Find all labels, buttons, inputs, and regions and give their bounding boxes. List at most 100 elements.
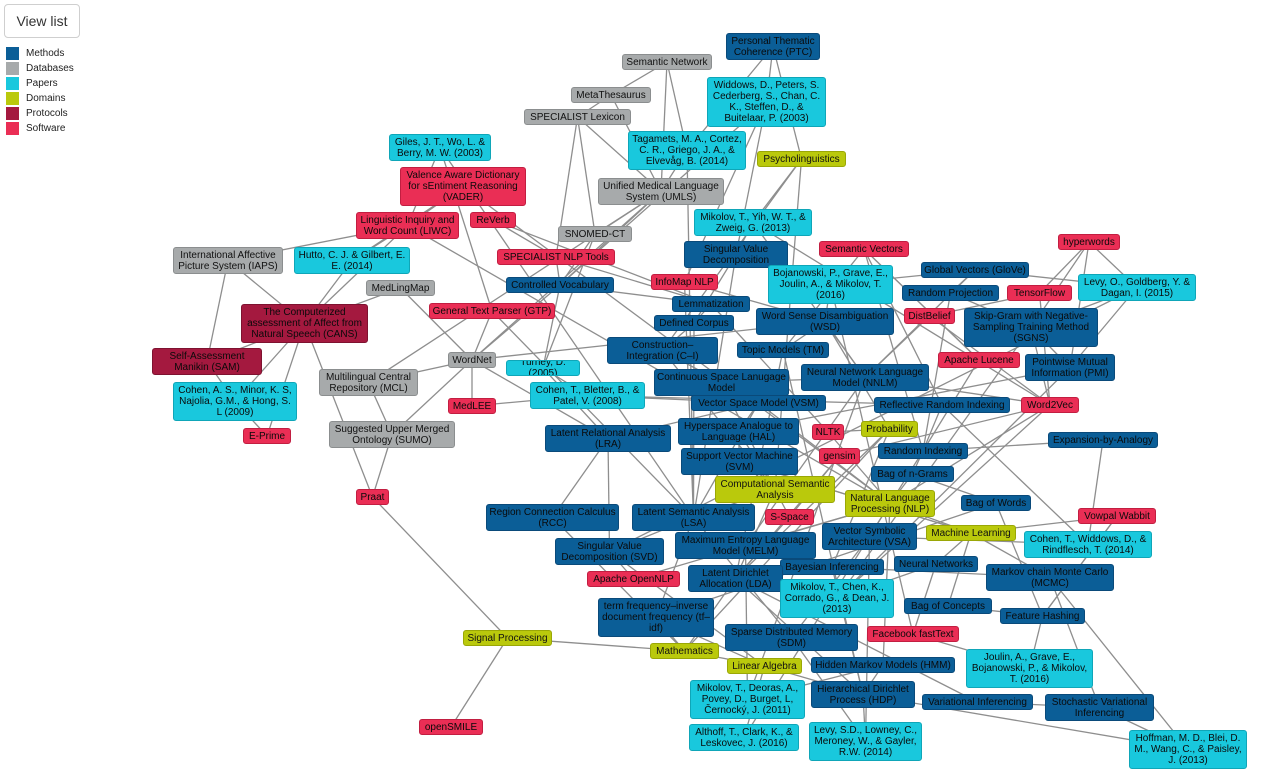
node-mikolov_yih[interactable]: Mikolov, T., Yih, W. T., & Zweig, G. (20… — [694, 209, 812, 236]
node-nnlm[interactable]: Neural Network Language Model (NNLM) — [801, 364, 929, 391]
node-lemma[interactable]: Lemmatization — [672, 296, 750, 312]
node-linalg[interactable]: Linear Algebra — [727, 658, 802, 674]
node-mcl[interactable]: Multilingual Central Repository (MCL) — [319, 369, 418, 396]
node-cslm[interactable]: Continuous Space Lanugage Model — [654, 369, 789, 396]
node-cohen_t2008[interactable]: Cohen, T., Bletter, B., & Patel, V. (200… — [530, 382, 645, 409]
node-nltk[interactable]: NLTK — [812, 424, 844, 440]
node-vowpal[interactable]: Vowpal Wabbit — [1078, 508, 1156, 524]
node-svdtop[interactable]: Singular Value Decomposition — [684, 241, 788, 268]
node-praat[interactable]: Praat — [356, 489, 389, 505]
node-snomed[interactable]: SNOMED-CT — [558, 226, 632, 242]
node-hoffman[interactable]: Hoffman, M. D., Blei, D. M., Wang, C., &… — [1129, 730, 1247, 769]
node-giles[interactable]: Giles, J. T., Wo, L. & Berry, M. W. (200… — [389, 134, 491, 161]
node-randidx[interactable]: Random Indexing — [878, 443, 968, 459]
node-bagconcepts[interactable]: Bag of Concepts — [904, 598, 992, 614]
node-glove[interactable]: Global Vectors (GloVe) — [921, 262, 1029, 278]
node-gensim[interactable]: gensim — [819, 448, 860, 464]
node-sumo[interactable]: Suggested Upper Merged Ontology (SUMO) — [329, 421, 455, 448]
node-turney[interactable]: Turney, D. (2005) — [506, 360, 580, 376]
node-distbelief[interactable]: DistBelief — [904, 308, 955, 324]
node-mathematics[interactable]: Mathematics — [650, 643, 719, 659]
node-ptc[interactable]: Personal Thematic Coherence (PTC) — [726, 33, 820, 60]
node-semvec[interactable]: Semantic Vectors — [819, 241, 909, 257]
node-randproj[interactable]: Random Projection — [902, 285, 999, 301]
node-medlee[interactable]: MedLEE — [448, 398, 496, 414]
node-specnlp[interactable]: SPECIALIST NLP Tools — [497, 249, 615, 265]
node-vsa[interactable]: Vector Symbolic Architecture (VSA) — [822, 523, 917, 550]
node-lda[interactable]: Latent Dirichlet Allocation (LDA) — [688, 565, 783, 592]
node-melm[interactable]: Maximum Entropy Language Model (MELM) — [675, 532, 816, 559]
view-list-button[interactable]: View list — [4, 4, 80, 38]
node-ml[interactable]: Machine Learning — [926, 525, 1016, 541]
node-fasttext[interactable]: Facebook fastText — [867, 626, 959, 642]
node-openlp[interactable]: Apache OpenNLP — [587, 571, 680, 587]
node-tagamets[interactable]: Tagamets, M. A., Cortez, C. R., Griego, … — [628, 131, 746, 170]
node-signalproc[interactable]: Signal Processing — [463, 630, 552, 646]
node-hyperwords[interactable]: hyperwords — [1058, 234, 1120, 250]
node-semnet[interactable]: Semantic Network — [622, 54, 712, 70]
node-word2vec[interactable]: Word2Vec — [1021, 397, 1079, 413]
node-eprime[interactable]: E-Prime — [243, 428, 291, 444]
node-svd[interactable]: Singular Value Decomposition (SVD) — [555, 538, 664, 565]
node-opensmile[interactable]: openSMILE — [419, 719, 483, 735]
node-tensorflow[interactable]: TensorFlow — [1007, 285, 1072, 301]
node-hdp[interactable]: Hierarchical Dirichlet Process (HDP) — [811, 681, 915, 708]
node-feathash[interactable]: Feature Hashing — [1000, 608, 1085, 624]
node-tfidf[interactable]: term frequency–inverse document frequenc… — [598, 598, 714, 637]
node-reverb[interactable]: ReVerb — [470, 212, 516, 228]
node-cohen_a[interactable]: Cohen, A. S., Minor, K. S, Najolia, G.M.… — [173, 382, 297, 421]
node-iaps[interactable]: International Affective Picture System (… — [173, 247, 283, 274]
node-hal[interactable]: Hyperspace Analogue to Language (HAL) — [678, 418, 799, 445]
node-sgns[interactable]: Skip-Gram with Negative-Sampling Trainin… — [964, 308, 1098, 347]
node-liwc[interactable]: Linguistic Inquiry and Word Count (LIWC) — [356, 212, 459, 239]
node-cans[interactable]: The Computerized assessment of Affect fr… — [241, 304, 368, 343]
node-defcorpus[interactable]: Defined Corpus — [654, 315, 734, 331]
node-umls[interactable]: Unified Medical Language System (UMLS) — [598, 178, 724, 205]
node-topicmodels[interactable]: Topic Models (TM) — [737, 342, 829, 358]
node-infomap[interactable]: InfoMap NLP — [651, 274, 718, 290]
node-lsa[interactable]: Latent Semantic Analysis (LSA) — [632, 504, 755, 531]
node-mcmc[interactable]: Markov chain Monte Carlo (MCMC) — [986, 564, 1114, 591]
node-vsm[interactable]: Vector Space Model (VSM) — [691, 395, 826, 411]
node-nlp[interactable]: Natural Language Processing (NLP) — [845, 490, 935, 517]
node-bayes[interactable]: Bayesian Inferencing — [780, 559, 884, 575]
node-neuralnets[interactable]: Neural Networks — [894, 556, 978, 572]
node-ctrlvocab[interactable]: Controlled Vocabulary — [506, 277, 614, 293]
node-althoff[interactable]: Althoff, T., Clark, K., & Leskovec, J. (… — [689, 724, 799, 751]
node-bagngrams[interactable]: Bag of n-Grams — [871, 466, 954, 482]
node-joulin[interactable]: Joulin, A., Grave, E., Bojanowski, P., &… — [966, 649, 1093, 688]
node-metathes[interactable]: MetaThesaurus — [571, 87, 651, 103]
node-mikolov_chen[interactable]: Mikolov, T., Chen, K., Corrado, G., & De… — [780, 579, 894, 618]
node-speclex[interactable]: SPECIALIST Lexicon — [524, 109, 631, 125]
node-vader[interactable]: Valence Aware Dictionary for sEntiment R… — [400, 167, 526, 206]
node-svm[interactable]: Support Vector Machine (SVM) — [681, 448, 798, 475]
node-apachelucene[interactable]: Apache Lucene — [938, 352, 1020, 368]
node-levy_lowney[interactable]: Levy, S.D., Lowney, C., Meroney, W., & G… — [809, 722, 922, 761]
node-medlingmap[interactable]: MedLingMap — [366, 280, 435, 296]
node-wsd[interactable]: Word Sense Disambiguation (WSD) — [756, 308, 894, 335]
node-wordnet[interactable]: WordNet — [448, 352, 496, 368]
node-lra[interactable]: Latent Relational Analysis (LRA) — [545, 425, 671, 452]
node-probability[interactable]: Probability — [861, 421, 918, 437]
node-widdows2003[interactable]: Widdows, D., Peters, S. Cederberg, S., C… — [707, 77, 826, 127]
node-sspace[interactable]: S-Space — [765, 509, 814, 525]
node-sdm[interactable]: Sparse Distributed Memory (SDM) — [725, 624, 858, 651]
node-sam[interactable]: Self-Assessment Manikin (SAM) — [152, 348, 262, 375]
node-mikolov_deoras[interactable]: Mikolov, T., Deoras, A., Povey, D., Burg… — [690, 680, 805, 719]
node-rri[interactable]: Reflective Random Indexing — [874, 397, 1010, 413]
node-varinf[interactable]: Variational Inferencing — [922, 694, 1033, 710]
node-ci[interactable]: Construction–Integration (C–I) — [607, 337, 718, 364]
node-bagwords[interactable]: Bag of Words — [961, 495, 1031, 511]
node-rcc[interactable]: Region Connection Calculus (RCC) — [486, 504, 619, 531]
node-compsem[interactable]: Computational Semantic Analysis — [715, 476, 835, 503]
node-psycho[interactable]: Psycholinguistics — [757, 151, 846, 167]
node-pmi[interactable]: Pointwise Mutual Information (PMI) — [1025, 354, 1115, 381]
node-cohen_t2014[interactable]: Cohen, T., Widdows, D., & Rindflesch, T.… — [1024, 531, 1152, 558]
node-hutto[interactable]: Hutto, C. J. & Gilbert, E. E. (2014) — [294, 247, 410, 274]
node-levy_gold[interactable]: Levy, O., Goldberg, Y. & Dagan, I. (2015… — [1078, 274, 1196, 301]
node-bojanowski_top[interactable]: Bojanowski, P., Grave, E., Joulin, A., &… — [768, 265, 893, 304]
node-stochvar[interactable]: Stochastic Variational Inferencing — [1045, 694, 1154, 721]
node-expanalogy[interactable]: Expansion-by-Analogy — [1048, 432, 1158, 448]
node-gtp[interactable]: General Text Parser (GTP) — [429, 303, 555, 319]
node-hmm[interactable]: Hidden Markov Models (HMM) — [811, 657, 955, 673]
